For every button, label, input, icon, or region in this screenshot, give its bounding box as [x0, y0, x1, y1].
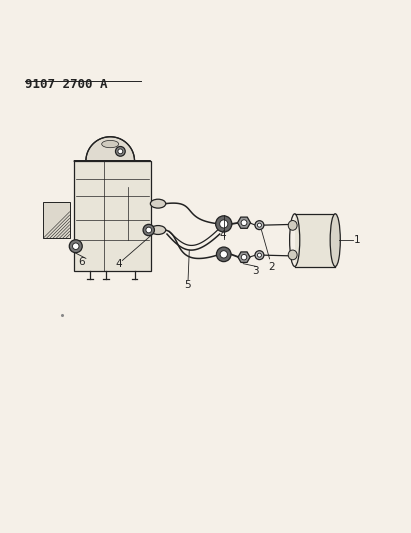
Text: 4: 4: [115, 260, 122, 270]
Ellipse shape: [288, 250, 297, 260]
FancyBboxPatch shape: [43, 201, 70, 238]
Circle shape: [220, 251, 227, 258]
Circle shape: [257, 253, 261, 257]
Circle shape: [143, 224, 155, 236]
Text: 6: 6: [79, 257, 85, 268]
Circle shape: [216, 216, 232, 232]
Ellipse shape: [150, 199, 166, 208]
Ellipse shape: [150, 225, 166, 235]
Text: 3: 3: [252, 265, 259, 276]
Ellipse shape: [330, 214, 340, 266]
Text: 9107 2700 A: 9107 2700 A: [25, 78, 108, 91]
Circle shape: [241, 220, 247, 225]
Polygon shape: [238, 252, 250, 262]
Polygon shape: [238, 217, 250, 228]
Circle shape: [217, 247, 231, 262]
Circle shape: [69, 240, 82, 253]
Text: 4: 4: [219, 230, 226, 240]
Polygon shape: [74, 137, 151, 161]
Text: 5: 5: [184, 280, 191, 290]
FancyBboxPatch shape: [295, 214, 335, 266]
Circle shape: [115, 147, 125, 156]
Circle shape: [118, 149, 123, 154]
Circle shape: [255, 221, 264, 230]
FancyBboxPatch shape: [74, 161, 151, 271]
Circle shape: [255, 251, 264, 260]
Ellipse shape: [288, 221, 297, 230]
Circle shape: [220, 220, 228, 228]
Circle shape: [146, 227, 152, 233]
Circle shape: [72, 243, 79, 249]
Ellipse shape: [102, 140, 119, 148]
Circle shape: [257, 223, 261, 227]
Text: 2: 2: [268, 262, 275, 271]
Text: 1: 1: [354, 235, 361, 245]
Circle shape: [241, 254, 247, 260]
